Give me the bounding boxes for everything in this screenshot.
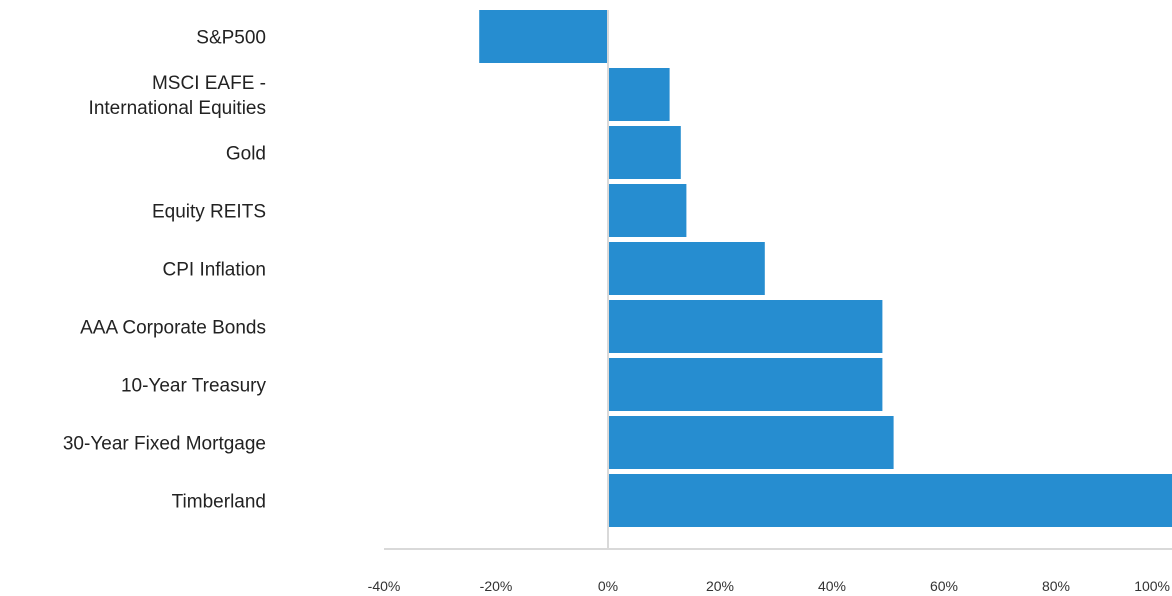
x-tick-label-3: 20%: [706, 578, 734, 594]
category-label-5: AAA Corporate Bonds: [80, 318, 266, 339]
x-tick-label-7: 100%: [1134, 578, 1170, 594]
x-tick-label-4: 40%: [818, 578, 846, 594]
bar-0: [479, 10, 608, 63]
bar-6: [608, 358, 883, 411]
x-tick-label-2: 0%: [598, 578, 618, 594]
x-tick-label-0: -40%: [368, 578, 401, 594]
category-label-8: Timberland: [172, 492, 266, 513]
x-tick-label-6: 80%: [1042, 578, 1070, 594]
x-tick-label-5: 60%: [930, 578, 958, 594]
bar-8: [608, 474, 1172, 527]
category-label-0: S&P500: [196, 28, 266, 49]
category-label-2: Gold: [226, 144, 266, 165]
bar-2: [608, 126, 681, 179]
x-tick-label-1: -20%: [480, 578, 513, 594]
bars-group: [479, 10, 1172, 527]
category-label-3: Equity REITS: [152, 202, 266, 223]
category-label-4: CPI Inflation: [163, 260, 267, 281]
category-labels: S&P500 MSCI EAFE -International Equities G…: [63, 28, 267, 513]
bar-3: [608, 184, 687, 237]
bar-7: [608, 416, 894, 469]
bar-5: [608, 300, 883, 353]
bar-4: [608, 242, 765, 295]
category-label-6: 10-Year Treasury: [121, 376, 267, 397]
category-label-1: MSCI EAFE -International Equities: [89, 73, 266, 119]
x-tick-labels: -40% -20% 0% 20% 40% 60% 80% 100%: [368, 578, 1170, 594]
bar-1: [608, 68, 670, 121]
category-label-7: 30-Year Fixed Mortgage: [63, 434, 266, 455]
